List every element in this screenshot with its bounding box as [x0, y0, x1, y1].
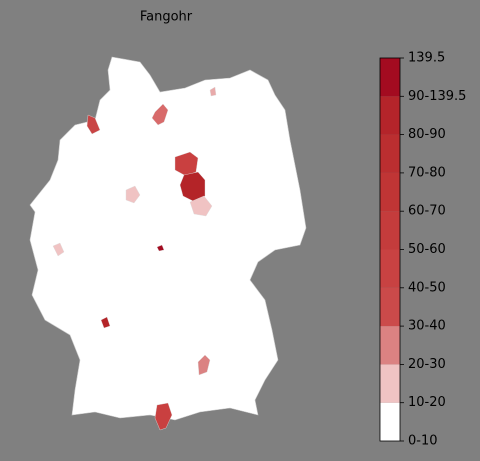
- region: [197, 354, 211, 376]
- region: [100, 316, 111, 329]
- colorbar-tick-label: 90-139.5: [408, 89, 466, 104]
- colorbar-tick-label: 20-30: [408, 357, 446, 372]
- colorbar-segment: [380, 326, 400, 365]
- colorbar-tick-label: 10-20: [408, 395, 446, 410]
- region: [52, 242, 65, 257]
- colorbar-segment: [380, 211, 400, 250]
- colorbar-tick-label: 70-80: [408, 165, 446, 180]
- region: [156, 244, 165, 252]
- colorbar-frame: [379, 57, 401, 442]
- colorbar-segment: [380, 58, 400, 97]
- colorbar-segment: [380, 134, 400, 173]
- colorbar-tick-label: 60-70: [408, 204, 446, 219]
- colorbar-segment: [380, 96, 400, 135]
- region: [189, 195, 213, 217]
- region: [174, 151, 199, 177]
- colorbar-tick-label: 40-50: [408, 280, 446, 295]
- country-outline: [29, 56, 307, 421]
- germany-map: [29, 56, 307, 431]
- colorbar-tick-label: 50-60: [408, 242, 446, 257]
- colorbar-tick-label: 30-40: [408, 319, 446, 334]
- colorbar-segment: [380, 287, 400, 327]
- map-title: Fangohr: [140, 10, 193, 25]
- colorbar-tick-label: 80-90: [408, 127, 446, 142]
- region: [125, 185, 141, 204]
- region: [154, 402, 173, 431]
- region: [151, 103, 169, 126]
- colorbar-tick-label: 139.5: [408, 51, 445, 66]
- colorbar: 0-10 10-20 20-30 30-40 40-50 50-60 60-70 70-80 8…: [379, 51, 466, 449]
- colorbar-segment: [380, 364, 400, 403]
- colorbar-segment: [380, 172, 400, 212]
- region: [209, 86, 217, 97]
- colorbar-tick-label: 0-10: [408, 434, 438, 449]
- region: [86, 114, 101, 135]
- colorbar-segment: [380, 402, 400, 441]
- colorbar-segment: [380, 249, 400, 288]
